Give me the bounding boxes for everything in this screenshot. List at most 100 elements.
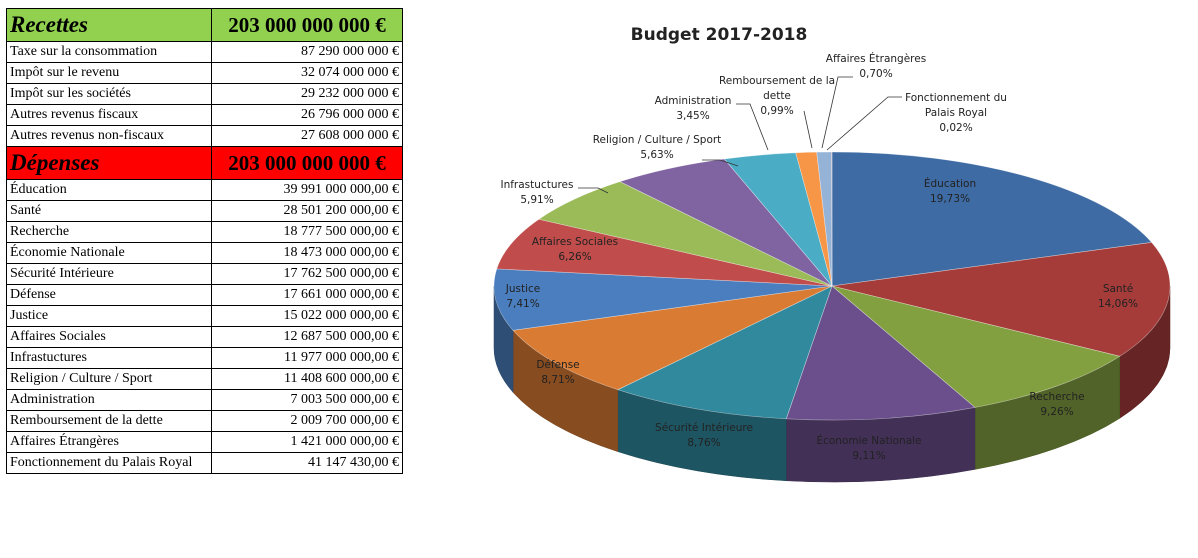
pie-slice-5 bbox=[512, 285, 833, 390]
row-amount: 11 977 000 000,00 € bbox=[211, 347, 403, 369]
slice-label-2: Recherche 9,26% bbox=[1029, 391, 1084, 418]
table-row: Impôt sur les sociétés 29 232 000 000 € bbox=[6, 83, 403, 105]
row-amount: 39 991 000 000,00 € bbox=[211, 179, 403, 201]
slice-label-5: Défense 8,71% bbox=[536, 359, 579, 386]
row-amount: 11 408 600 000,00 € bbox=[211, 368, 403, 390]
row-label: Autres revenus fiscaux bbox=[6, 104, 212, 126]
row-label: Administration bbox=[6, 389, 212, 411]
row-label: Fonctionnement du Palais Royal bbox=[6, 452, 212, 474]
row-amount: 12 687 500 000,00 € bbox=[211, 326, 403, 348]
pie-slice-3 bbox=[785, 285, 976, 421]
depenses-title: Dépenses bbox=[6, 146, 212, 180]
data-labels: Éducation 19,73% Santé 14,06% Recherche 9,26%… bbox=[500, 52, 1138, 462]
row-amount: 18 473 000 000,00 € bbox=[211, 242, 403, 264]
slice-label-7: Affaires Sociales 6,26% bbox=[532, 236, 618, 263]
leader-line-9 bbox=[702, 159, 739, 167]
table-row: Impôt sur le revenu 32 074 000 000 € bbox=[6, 62, 403, 84]
slice-label-0: Éducation 19,73% bbox=[924, 177, 976, 205]
row-amount: 27 608 000 000 € bbox=[211, 125, 403, 147]
row-amount: 17 762 500 000,00 € bbox=[211, 263, 403, 285]
leader-line-12 bbox=[821, 76, 853, 149]
table-row: Fonctionnement du Palais Royal 41 147 430… bbox=[6, 452, 403, 474]
table-row: Éducation 39 991 000 000,00 € bbox=[6, 179, 403, 201]
pie-slice-8 bbox=[538, 181, 833, 287]
table-row: Remboursement de la dette 2 009 700 000,0… bbox=[6, 410, 403, 432]
slice-label-13: Fonctionnement du Palais Royal 0,02% bbox=[905, 92, 1007, 134]
row-label: Santé bbox=[6, 200, 212, 222]
row-amount: 7 003 500 000,00 € bbox=[211, 389, 403, 411]
slice-label-8: Infrastuctures 5,91% bbox=[500, 179, 573, 206]
row-label: Affaires Étrangères bbox=[6, 431, 212, 453]
slice-label-6: Justice 7,41% bbox=[505, 283, 541, 310]
recettes-title: Recettes bbox=[6, 8, 212, 42]
table-row: Affaires Sociales 12 687 500 000,00 € bbox=[6, 326, 403, 348]
pie-slice-2 bbox=[831, 285, 1121, 408]
row-label: Infrastuctures bbox=[6, 347, 212, 369]
row-amount: 15 022 000 000,00 € bbox=[211, 305, 403, 327]
row-label: Justice bbox=[6, 305, 212, 327]
row-amount: 32 074 000 000 € bbox=[211, 62, 403, 84]
row-label: Impôt sur le revenu bbox=[6, 62, 212, 84]
recettes-total: 203 000 000 000 € bbox=[211, 8, 403, 42]
table-row: Sécurité Intérieure 17 762 500 000,00 € bbox=[6, 263, 403, 285]
row-label: Recherche bbox=[6, 221, 212, 243]
table-row: Autres revenus non-fiscaux 27 608 000 000… bbox=[6, 125, 403, 147]
table-row: Religion / Culture / Sport 11 408 600 000… bbox=[6, 368, 403, 390]
pie-slice-6 bbox=[493, 268, 833, 331]
row-amount: 41 147 430,00 € bbox=[211, 452, 403, 474]
row-amount: 1 421 000 000,00 € bbox=[211, 431, 403, 453]
table-row: Affaires Étrangères 1 421 000 000,00 € bbox=[6, 431, 403, 453]
row-label: Économie Nationale bbox=[6, 242, 212, 264]
row-label: Éducation bbox=[6, 179, 212, 201]
slice-label-11: Remboursement de la dette 0,99% bbox=[719, 75, 835, 117]
table-row: Taxe sur la consommation 87 290 000 000 € bbox=[6, 41, 403, 63]
table-row: Santé 28 501 200 000,00 € bbox=[6, 200, 403, 222]
pie-slice-7 bbox=[496, 218, 833, 287]
row-amount: 2 009 700 000,00 € bbox=[211, 410, 403, 432]
leader-line-13 bbox=[826, 96, 902, 151]
row-amount: 18 777 500 000,00 € bbox=[211, 221, 403, 243]
row-label: Impôt sur les sociétés bbox=[6, 83, 212, 105]
leader-line-10 bbox=[736, 103, 769, 151]
table-row: Infrastuctures 11 977 000 000,00 € bbox=[6, 347, 403, 369]
leader-lines bbox=[578, 76, 902, 194]
slice-label-10: Administration 3,45% bbox=[655, 95, 732, 122]
row-label: Sécurité Intérieure bbox=[6, 263, 212, 285]
pie-slice-0 bbox=[831, 151, 1153, 287]
pie-sides bbox=[493, 285, 1171, 483]
pie-slices bbox=[493, 151, 1171, 421]
leader-line-8 bbox=[578, 187, 609, 194]
table-row: Administration 7 003 500 000,00 € bbox=[6, 389, 403, 411]
depenses-header-row: Dépenses 203 000 000 000 € bbox=[6, 146, 403, 180]
pie-slice-1 bbox=[831, 242, 1171, 357]
slice-label-3: Économie Nationale 9,11% bbox=[816, 434, 921, 462]
depenses-total: 203 000 000 000 € bbox=[211, 146, 403, 180]
slice-label-4: Sécurité Intérieure 8,76% bbox=[655, 422, 753, 449]
table-row: Autres revenus fiscaux 26 796 000 000 € bbox=[6, 104, 403, 126]
row-label: Affaires Sociales bbox=[6, 326, 212, 348]
recettes-header-row: Recettes 203 000 000 000 € bbox=[6, 8, 403, 42]
budget-table: Recettes 203 000 000 000 € Taxe sur la con… bbox=[6, 8, 403, 474]
row-label: Défense bbox=[6, 284, 212, 306]
chart-title: Budget 2017-2018 bbox=[631, 25, 808, 45]
row-amount: 26 796 000 000 € bbox=[211, 104, 403, 126]
table-row: Économie Nationale 18 473 000 000,00 € bbox=[6, 242, 403, 264]
slice-label-12: Affaires Étrangères 0,70% bbox=[826, 52, 926, 80]
slice-label-1: Santé 14,06% bbox=[1098, 283, 1138, 310]
row-label: Religion / Culture / Sport bbox=[6, 368, 212, 390]
row-label: Remboursement de la dette bbox=[6, 410, 212, 432]
pie-chart: Budget 2017-2018 Éducation 19,73% Santé 14,… bbox=[493, 25, 1171, 483]
leader-line-11 bbox=[803, 110, 813, 149]
table-row: Justice 15 022 000 000,00 € bbox=[6, 305, 403, 327]
row-label: Taxe sur la consommation bbox=[6, 41, 212, 63]
row-amount: 17 661 000 000,00 € bbox=[211, 284, 403, 306]
table-row: Recherche 18 777 500 000,00 € bbox=[6, 221, 403, 243]
row-amount: 29 232 000 000 € bbox=[211, 83, 403, 105]
pie-slice-4 bbox=[617, 285, 833, 420]
table-row: Défense 17 661 000 000,00 € bbox=[6, 284, 403, 306]
row-amount: 87 290 000 000 € bbox=[211, 41, 403, 63]
row-amount: 28 501 200 000,00 € bbox=[211, 200, 403, 222]
budget-table-body: Recettes 203 000 000 000 € Taxe sur la con… bbox=[6, 8, 403, 474]
row-label: Autres revenus non-fiscaux bbox=[6, 125, 212, 147]
slice-label-9: Religion / Culture / Sport 5,63% bbox=[593, 134, 722, 161]
